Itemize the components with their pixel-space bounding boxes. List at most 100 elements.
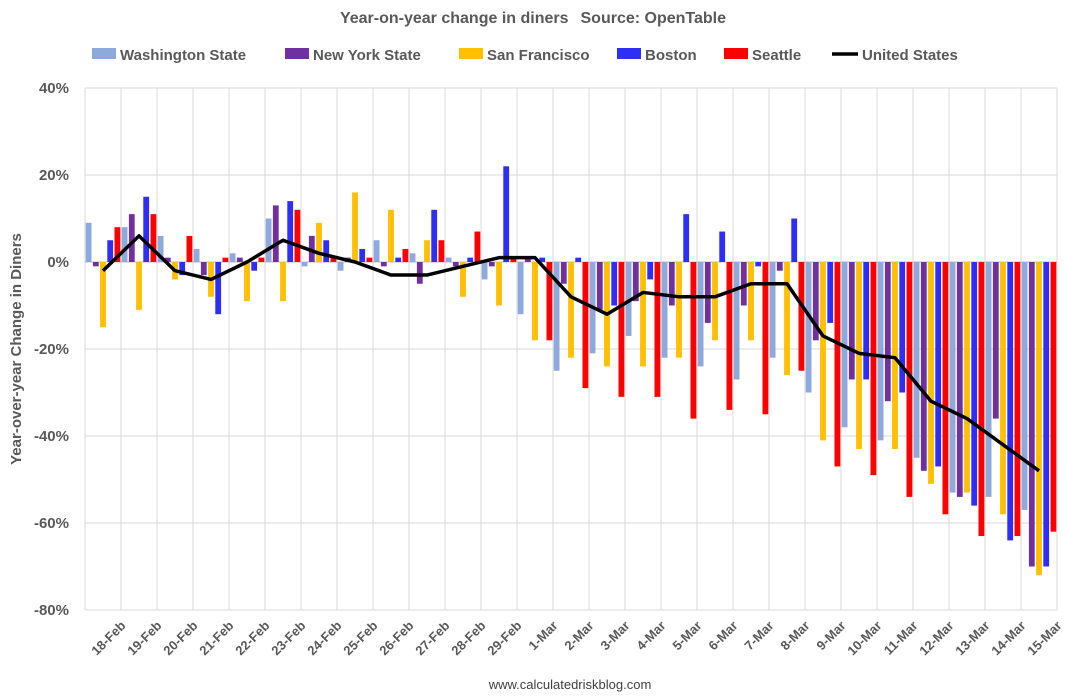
bar-seattle	[1014, 262, 1021, 537]
legend-swatch	[724, 48, 748, 59]
y-axis-label: Year-over-year Change in Diners	[8, 233, 25, 465]
bar-san-francisco	[352, 192, 358, 262]
y-tick-label: 40%	[39, 80, 69, 97]
bar-new-york-state	[524, 257, 531, 262]
bar-seattle	[366, 257, 373, 262]
bar-seattle	[510, 257, 517, 262]
bar-seattle	[438, 240, 445, 262]
bar-san-francisco	[424, 240, 430, 262]
bar-boston	[647, 262, 654, 280]
bar-new-york-state	[740, 262, 747, 306]
bar-washington-state	[265, 218, 272, 262]
legend-label: Washington State	[120, 47, 246, 64]
bar-new-york-state	[560, 262, 567, 284]
x-tick-label: 2-Mar	[561, 618, 596, 653]
gridlines	[84, 87, 1058, 611]
bar-seattle	[618, 262, 625, 397]
bar-boston	[683, 214, 690, 262]
bar-seattle	[726, 262, 733, 410]
bar-boston	[611, 262, 618, 306]
legend: Washington State New York State San Franci…	[92, 47, 958, 64]
bar-seattle	[402, 248, 409, 262]
x-tick-label: 6-Mar	[705, 618, 740, 653]
bars	[85, 166, 1057, 576]
bar-washington-state	[769, 262, 776, 358]
bar-san-francisco	[640, 262, 646, 367]
bar-san-francisco	[568, 262, 574, 358]
bar-seattle	[474, 231, 481, 262]
bar-seattle	[1050, 262, 1057, 532]
bar-san-francisco	[316, 222, 322, 262]
bar-san-francisco	[532, 262, 538, 341]
x-tick-label: 26-Feb	[376, 618, 416, 658]
bar-washington-state	[625, 262, 632, 336]
bar-washington-state	[445, 257, 452, 262]
bar-washington-state	[661, 262, 668, 358]
x-tick-label: 5-Mar	[669, 618, 704, 653]
bar-seattle	[942, 262, 949, 515]
bar-seattle	[906, 262, 913, 497]
bar-boston	[179, 262, 186, 276]
bar-seattle	[222, 257, 229, 262]
x-tick-label: 1-Mar	[525, 618, 560, 653]
y-tick-label: 0%	[47, 254, 69, 271]
bar-boston	[863, 262, 870, 380]
bar-new-york-state	[992, 262, 999, 419]
x-tick-label: 27-Feb	[412, 618, 452, 658]
bar-san-francisco	[748, 262, 754, 341]
bar-washington-state	[229, 253, 236, 262]
bar-boston	[791, 218, 798, 262]
x-tick-label: 25-Feb	[340, 618, 380, 658]
x-tick-label: 15-Mar	[1024, 618, 1064, 658]
bar-seattle	[762, 262, 769, 415]
x-tick-label: 29-Feb	[484, 618, 524, 658]
bar-boston	[323, 240, 330, 262]
us-line-series	[101, 234, 1041, 473]
legend-label: Seattle	[752, 47, 801, 64]
bar-new-york-state	[128, 214, 135, 262]
bar-washington-state	[301, 262, 308, 267]
legend-label: United States	[862, 47, 958, 64]
bar-washington-state	[373, 240, 380, 262]
bar-seattle	[582, 262, 589, 389]
bar-new-york-state	[380, 262, 387, 267]
bar-washington-state	[517, 262, 524, 315]
bar-boston	[1043, 262, 1050, 567]
bar-boston	[539, 257, 546, 262]
bar-new-york-state	[488, 262, 495, 267]
legend-swatch	[617, 48, 641, 59]
bar-boston	[719, 231, 726, 262]
bar-new-york-state	[272, 205, 279, 262]
bar-boston	[143, 196, 150, 262]
x-axis-ticks: 18-Feb19-Feb20-Feb21-Feb22-Feb23-Feb24-F…	[88, 618, 1064, 658]
bar-san-francisco	[820, 262, 826, 441]
bar-new-york-state	[812, 262, 819, 341]
bar-washington-state	[877, 262, 884, 441]
legend-label: New York State	[313, 47, 421, 64]
bar-boston	[215, 262, 222, 315]
x-tick-label: 10-Mar	[844, 618, 884, 658]
bar-boston	[755, 262, 762, 267]
bar-new-york-state	[200, 262, 207, 276]
bar-seattle	[258, 257, 265, 262]
bar-san-francisco	[712, 262, 718, 341]
bar-new-york-state	[164, 257, 171, 262]
bar-seattle	[654, 262, 661, 397]
x-tick-label: 24-Feb	[304, 618, 344, 658]
bar-seattle	[294, 209, 301, 262]
bar-san-francisco	[136, 262, 142, 310]
bar-san-francisco	[892, 262, 898, 450]
legend-label: San Francisco	[487, 47, 590, 64]
bar-boston	[935, 262, 942, 467]
bar-san-francisco	[1000, 262, 1006, 515]
bar-new-york-state	[668, 262, 675, 306]
x-tick-label: 7-Mar	[741, 618, 776, 653]
bar-seattle	[114, 227, 121, 262]
bar-san-francisco	[100, 262, 106, 328]
y-tick-label: -80%	[34, 602, 69, 619]
bar-san-francisco	[1036, 262, 1042, 576]
x-tick-label: 13-Mar	[952, 618, 992, 658]
bar-new-york-state	[920, 262, 927, 471]
bar-new-york-state	[1028, 262, 1035, 567]
